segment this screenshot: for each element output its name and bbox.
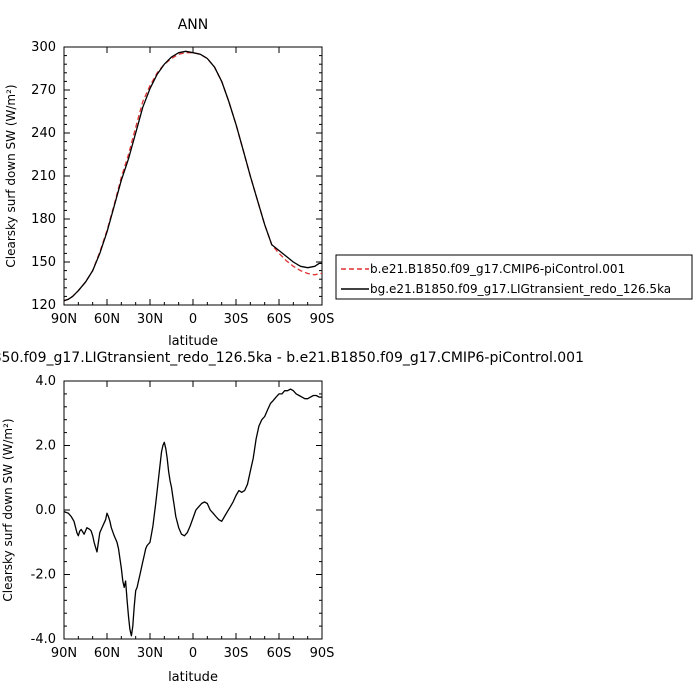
top-x-tick-label-5: 60S: [267, 312, 292, 327]
bottom-y-tick-label-1: -2.0: [31, 568, 56, 583]
bottom-series-group: [63, 388, 322, 637]
bottom-y-axis-label: Clearsky surf down SW (W/m²): [1, 418, 15, 601]
top-axes: 90N 60N 30N 0 30S 60S 90S 120 150 180 210 240 270 300: [31, 40, 334, 327]
top-y-axis-label: Clearsky surf down SW (W/m²): [4, 84, 18, 267]
top-series-line-1: [63, 50, 322, 302]
bottom-series-line-0: [63, 388, 322, 637]
top-x-tick-label-1: 60N: [94, 312, 120, 327]
top-y-tick-label-2: 180: [31, 212, 56, 227]
top-y-tick-label-0: 120: [31, 298, 56, 313]
bottom-x-tick-label-6: 90S: [310, 646, 335, 661]
bottom-x-tick-label-5: 60S: [267, 646, 292, 661]
legend-box: [335, 254, 693, 300]
bottom-x-tick-label-0: 90N: [51, 646, 77, 661]
legend-label-0: b.e21.B1850.f09_g17.CMIP6-piControl.001: [370, 262, 625, 276]
legend: b.e21.B1850.f09_g17.CMIP6-piControl.001 …: [335, 254, 693, 300]
top-y-tick-label-5: 270: [31, 83, 56, 98]
bottom-x-tick-label-1: 60N: [94, 646, 120, 661]
top-y-tick-label-3: 210: [31, 169, 56, 184]
top-x-tick-label-6: 90S: [310, 312, 335, 327]
bottom-plot-frame: [63, 380, 323, 640]
bottom-x-axis-label: latitude: [168, 670, 218, 685]
bottom-y-tick-label-3: 2.0: [35, 439, 56, 454]
legend-label-1: bg.e21.B1850.f09_g17.LIGtransient_redo_1…: [370, 282, 671, 296]
top-x-tick-label-3: 0: [189, 312, 197, 327]
top-y-tick-label-6: 300: [31, 40, 56, 55]
top-series-line-0: [63, 52, 322, 302]
bottom-panel: bg.e21.B1850.f09_g17.LIGtransient_redo_1…: [0, 350, 584, 685]
bottom-axes: 90N 60N 30N 0 30S 60S 90S -4.0 -2.0 0.0 2.0 4.0: [31, 374, 335, 661]
bottom-y-tick-label-4: 4.0: [35, 374, 56, 389]
bottom-x-tick-label-3: 0: [189, 646, 197, 661]
bottom-chart-title: bg.e21.B1850.f09_g17.LIGtransient_redo_1…: [0, 350, 584, 366]
top-y-tick-label-1: 150: [31, 255, 56, 270]
bottom-x-tick-label-2: 30N: [137, 646, 163, 661]
top-x-tick-label-2: 30N: [137, 312, 163, 327]
top-x-axis-label: latitude: [168, 334, 218, 349]
bottom-x-tick-label-4: 30S: [224, 646, 249, 661]
top-series-group: [63, 50, 322, 302]
bottom-y-tick-label-0: -4.0: [31, 632, 56, 647]
top-plot-frame: [63, 46, 323, 306]
top-chart-title: ANN: [178, 17, 209, 33]
top-y-tick-label-4: 240: [31, 126, 56, 141]
top-x-tick-label-0: 90N: [51, 312, 77, 327]
top-x-tick-label-4: 30S: [224, 312, 249, 327]
bottom-y-tick-label-2: 0.0: [35, 503, 56, 518]
top-panel: ANN 90N 60N 30N 0 30S 60S 90S 120 150 180 210 240 27…: [4, 17, 334, 349]
